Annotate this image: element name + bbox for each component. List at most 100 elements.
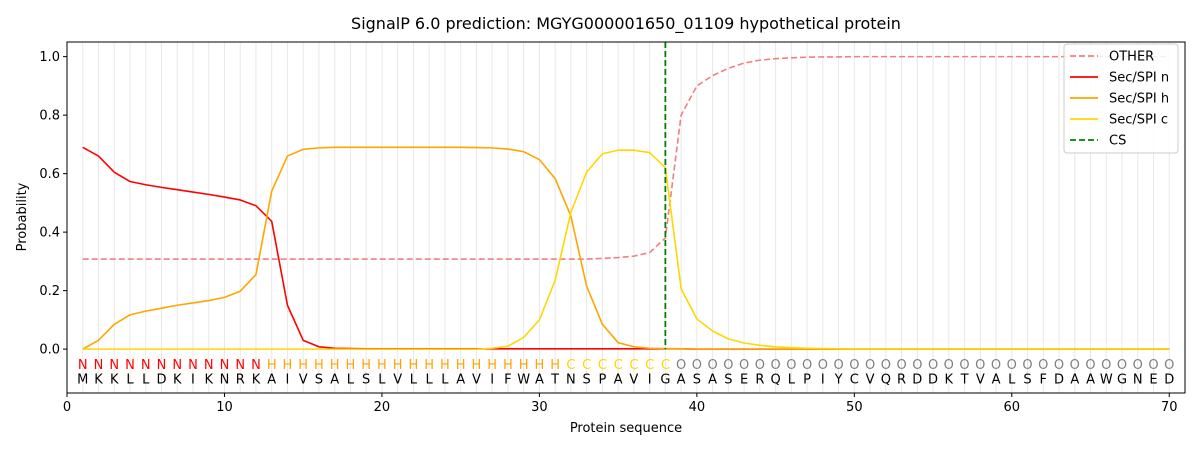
region-label: O (692, 358, 702, 373)
region-label: O (833, 358, 843, 373)
residue-label: A (1070, 372, 1079, 387)
residue-label: Q (770, 372, 780, 387)
region-label: N (188, 358, 198, 373)
residue-label: D (928, 372, 938, 387)
residue-label: R (236, 372, 245, 387)
residue-label: L (378, 372, 386, 387)
residue-label: L (410, 372, 418, 387)
residue-label: F (1040, 372, 1047, 387)
region-label: O (770, 358, 780, 373)
x-axis-label: Protein sequence (570, 421, 682, 436)
legend-entry: Sec/SPI c (1109, 113, 1168, 128)
series-lines (82, 55, 1170, 350)
x-tick-label: 60 (1004, 400, 1021, 415)
region-label: N (94, 358, 104, 373)
legend: OTHER Sec/SPI n Sec/SPI h Sec/SPI c CS (1063, 43, 1179, 154)
residue-label: D (156, 372, 166, 387)
residue-label: A (992, 372, 1001, 387)
region-label: O (944, 358, 954, 373)
series-line-sec-spi-c (82, 149, 1170, 350)
residue-label: R (755, 372, 764, 387)
region-label: O (755, 358, 765, 373)
region-label: H (409, 358, 419, 373)
residue-label: K (252, 372, 261, 387)
residue-label: Y (834, 372, 843, 387)
y-tick-label: 0.6 (39, 167, 60, 182)
residue-label: E (740, 372, 748, 387)
region-label: O (1101, 358, 1111, 373)
x-tick-label: 20 (374, 400, 391, 415)
region-label: C (661, 358, 670, 373)
region-label: O (723, 358, 733, 373)
residue-label: M (77, 372, 88, 387)
residue-label: S (315, 372, 323, 387)
region-label: N (172, 358, 182, 373)
residue-label: A (456, 372, 465, 387)
region-label: C (645, 358, 654, 373)
region-label: O (1164, 358, 1174, 373)
region-label: O (1070, 358, 1080, 373)
residue-label: Q (881, 372, 891, 387)
region-label: O (1133, 358, 1143, 373)
region-label: H (519, 358, 529, 373)
residue-label: L (788, 372, 796, 387)
residue-label: P (803, 372, 811, 387)
region-label: O (1038, 358, 1048, 373)
y-tick-label: 0.2 (39, 284, 60, 299)
residue-label: V (472, 372, 481, 387)
residue-label: K (945, 372, 954, 387)
residue-label: T (960, 372, 969, 387)
region-label: O (802, 358, 812, 373)
residue-label: P (598, 372, 606, 387)
residue-label: S (724, 372, 732, 387)
x-tick-label: 70 (1161, 400, 1178, 415)
region-label: O (1148, 358, 1158, 373)
region-label: O (959, 358, 969, 373)
x-tick-label: 10 (216, 400, 233, 415)
region-label: N (109, 358, 119, 373)
region-label: O (896, 358, 906, 373)
region-label: O (928, 358, 938, 373)
region-label: H (361, 358, 371, 373)
region-label: H (314, 358, 324, 373)
region-label: C (566, 358, 575, 373)
region-label: O (991, 358, 1001, 373)
residue-label: A (330, 372, 339, 387)
region-label: H (487, 358, 497, 373)
region-label: H (346, 358, 356, 373)
legend-box (1063, 43, 1179, 154)
region-label: O (676, 358, 686, 373)
region-label: O (739, 358, 749, 373)
x-tick-label: 30 (531, 400, 548, 415)
legend-entry: Sec/SPI n (1109, 71, 1169, 86)
residue-label: D (912, 372, 922, 387)
region-label: H (535, 358, 545, 373)
region-label: H (456, 358, 466, 373)
residue-label: N (220, 372, 230, 387)
residue-label: I (821, 372, 825, 387)
residue-label: K (173, 372, 182, 387)
region-label: O (881, 358, 891, 373)
residue-label: E (1149, 372, 1157, 387)
plot-frame (66, 41, 1186, 394)
residue-label: K (204, 372, 213, 387)
region-label: O (975, 358, 985, 373)
residue-label: K (110, 372, 119, 387)
region-label: O (818, 358, 828, 373)
region-label: H (472, 358, 482, 373)
residue-label: V (629, 372, 638, 387)
x-axis: 0 10 20 30 40 50 60 70 (63, 393, 1178, 415)
region-label: O (1007, 358, 1017, 373)
region-label: H (267, 358, 277, 373)
region-label: O (1022, 358, 1032, 373)
region-label: H (393, 358, 403, 373)
residue-label: L (1008, 372, 1016, 387)
residue-label: V (866, 372, 875, 387)
residue-label: K (94, 372, 103, 387)
vertical-grid (82, 42, 1170, 393)
residue-label: W (517, 372, 530, 387)
region-label: H (424, 358, 434, 373)
region-label: O (1085, 358, 1095, 373)
legend-entry: CS (1109, 134, 1126, 149)
